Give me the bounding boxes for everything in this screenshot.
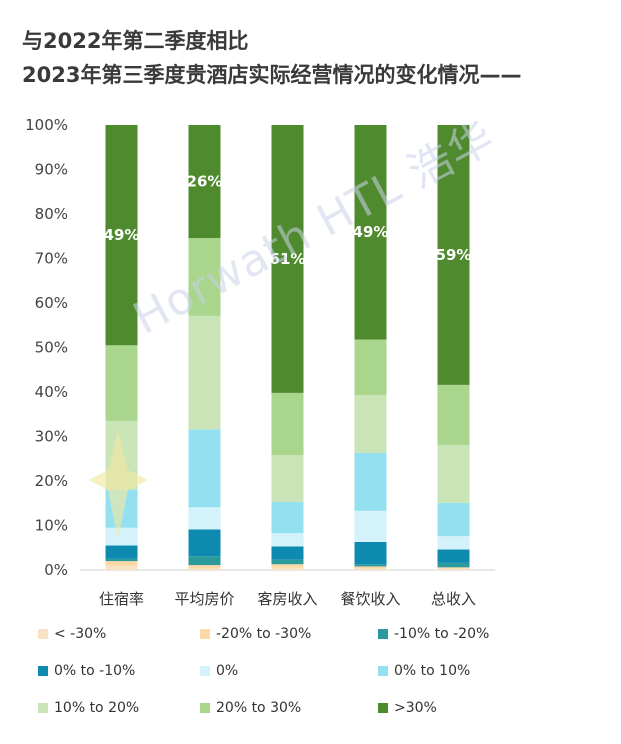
x-tick-label: 住宿率 bbox=[99, 590, 144, 608]
bar-segment bbox=[105, 527, 138, 546]
legend-label: -10% to -20% bbox=[394, 626, 490, 642]
legend-swatch bbox=[200, 666, 210, 676]
stacked-bar-chart: 0% 10% 20% 30% 40% 50% 60% 70% 80% 90% 100% 49% 住宿率 2… bbox=[25, 116, 495, 608]
y-tick-label: 0% bbox=[44, 561, 68, 579]
bar-segment bbox=[271, 564, 304, 568]
bar-segment bbox=[271, 533, 304, 547]
y-tick-label: 90% bbox=[35, 161, 68, 179]
bar-segment bbox=[354, 568, 387, 570]
legend-swatch bbox=[200, 629, 210, 639]
bar-segment bbox=[188, 238, 221, 316]
y-tick-label: 10% bbox=[35, 517, 68, 535]
bar-segment bbox=[105, 561, 138, 566]
legend-swatch bbox=[378, 629, 388, 639]
bar-segment bbox=[354, 339, 387, 396]
bar-segment bbox=[105, 345, 138, 421]
bar-segment bbox=[437, 536, 470, 550]
data-label: 26% bbox=[187, 173, 223, 191]
legend-label: >30% bbox=[394, 700, 437, 716]
data-label: 61% bbox=[270, 250, 306, 268]
legend-label: 0% to -10% bbox=[54, 663, 136, 679]
bar-segment bbox=[105, 565, 138, 570]
x-tick-label: 客房收入 bbox=[257, 590, 317, 608]
bar-segment bbox=[354, 566, 387, 569]
bar-segment bbox=[271, 125, 304, 393]
y-tick-label: 40% bbox=[35, 383, 68, 401]
bar-segment bbox=[188, 125, 221, 239]
y-tick-label: 100% bbox=[25, 116, 68, 134]
bar-segment bbox=[188, 429, 221, 508]
bar-segment bbox=[188, 507, 221, 530]
bar-segment bbox=[437, 502, 470, 537]
bar-segment bbox=[437, 444, 470, 503]
bar-segment bbox=[437, 384, 470, 445]
bar-segment bbox=[437, 562, 470, 568]
legend-item: 10% to 20% bbox=[38, 700, 139, 716]
bar-segment bbox=[437, 568, 470, 570]
bar-segment bbox=[105, 558, 138, 562]
y-tick-label: 80% bbox=[35, 205, 68, 223]
y-tick-label: 20% bbox=[35, 472, 68, 490]
bar-segment bbox=[271, 392, 304, 456]
watermark-logo-icon bbox=[88, 430, 148, 540]
legend-item: 0% to 10% bbox=[378, 663, 470, 679]
legend-item: < -30% bbox=[38, 626, 106, 642]
legend-label: 10% to 20% bbox=[54, 700, 140, 716]
bar-segment bbox=[354, 125, 387, 340]
legend-swatch bbox=[38, 629, 48, 639]
bar-segment bbox=[271, 546, 304, 560]
legend-label: 20% to 30% bbox=[216, 700, 302, 716]
x-tick-label: 平均房价 bbox=[174, 590, 234, 608]
legend-item: 0% to -10% bbox=[38, 663, 135, 679]
bar-segment bbox=[354, 395, 387, 453]
bar-segment bbox=[437, 125, 470, 385]
legend-item: -10% to -20% bbox=[378, 626, 489, 642]
bar-segment bbox=[105, 545, 138, 559]
bar-segment bbox=[354, 564, 387, 567]
bar-segment bbox=[354, 510, 387, 542]
legend-swatch bbox=[200, 703, 210, 713]
legend-item: 0% bbox=[200, 663, 238, 679]
bar-segment bbox=[437, 549, 470, 563]
legend-label: 0% to 10% bbox=[394, 663, 471, 679]
bar-segment bbox=[188, 315, 221, 430]
legend-item: >30% bbox=[378, 700, 437, 716]
bar-segment bbox=[437, 567, 470, 569]
legend-item: 20% to 30% bbox=[200, 700, 301, 716]
legend-label: 0% bbox=[216, 663, 239, 679]
x-tick-label: 餐饮收入 bbox=[340, 590, 400, 608]
legend-swatch bbox=[38, 666, 48, 676]
legend-label: < -30% bbox=[54, 626, 107, 642]
legend-swatch bbox=[38, 703, 48, 713]
bar-segment bbox=[271, 559, 304, 565]
y-tick-label: 50% bbox=[35, 339, 68, 357]
legend-item: -20% to -30% bbox=[200, 626, 311, 642]
bar-segment bbox=[271, 455, 304, 502]
bar-segment bbox=[354, 452, 387, 511]
legend-swatch bbox=[378, 666, 388, 676]
bar-segment bbox=[105, 125, 138, 346]
chart-title-line-1: 与2022年第二季度相比 bbox=[22, 29, 249, 53]
bar-segment bbox=[188, 565, 221, 569]
data-label: 59% bbox=[436, 246, 472, 264]
y-tick-label: 30% bbox=[35, 428, 68, 446]
legend-label: -20% to -30% bbox=[216, 626, 312, 642]
bar-segment bbox=[188, 556, 221, 566]
bar-segment bbox=[188, 529, 221, 557]
bar-segment bbox=[271, 567, 304, 570]
legend-swatch bbox=[378, 703, 388, 713]
chart-title-line-2: 2023年第三季度贵酒店实际经营情况的变化情况—— bbox=[22, 63, 522, 87]
chart-title: 与2022年第二季度相比 2023年第三季度贵酒店实际经营情况的变化情况—— bbox=[22, 24, 521, 92]
y-tick-label: 70% bbox=[35, 250, 68, 268]
bar-segment bbox=[271, 501, 304, 534]
data-label: 49% bbox=[353, 223, 389, 241]
bar-segment bbox=[188, 568, 221, 570]
x-tick-label: 总收入 bbox=[431, 590, 476, 608]
data-label: 49% bbox=[104, 226, 140, 244]
y-tick-label: 60% bbox=[35, 294, 68, 312]
bar-segment bbox=[354, 541, 387, 565]
